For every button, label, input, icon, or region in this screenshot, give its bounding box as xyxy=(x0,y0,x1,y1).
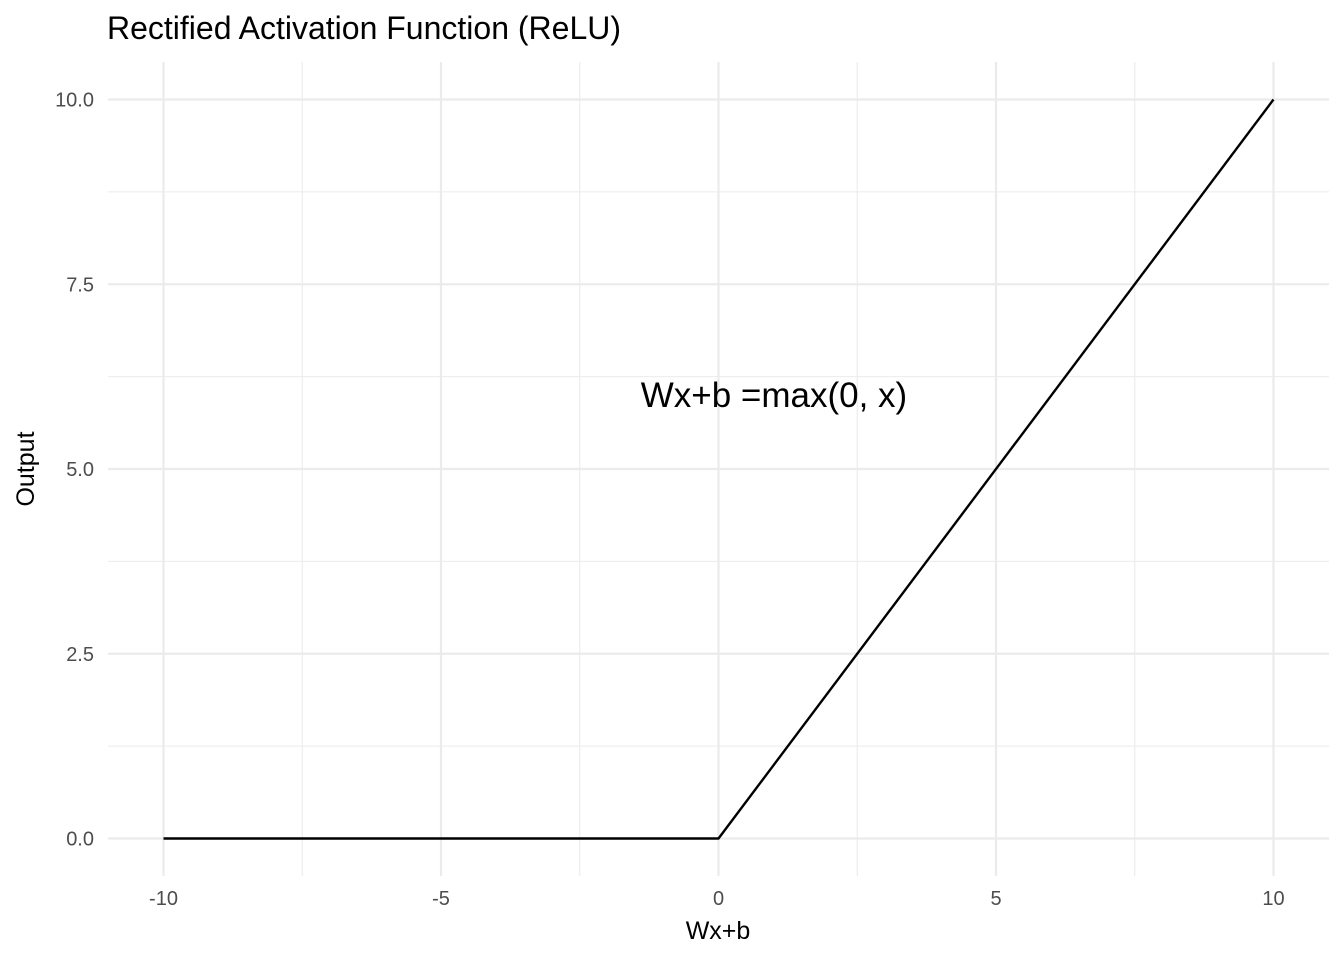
y-tick-labels: 0.0 2.5 5.0 7.5 10.0 xyxy=(55,90,94,851)
major-gridlines xyxy=(108,62,1329,876)
y-tick-label: 0.0 xyxy=(66,829,94,851)
x-tick-label: -5 xyxy=(432,888,450,910)
x-axis-title: Wx+b xyxy=(686,917,751,945)
x-tick-label: -10 xyxy=(149,888,178,910)
x-tick-label: 10 xyxy=(1262,888,1284,910)
x-tick-labels: -10 -5 0 5 10 xyxy=(149,888,1285,910)
y-tick-label: 10.0 xyxy=(55,90,94,112)
x-tick-label: 5 xyxy=(990,888,1001,910)
y-tick-label: 5.0 xyxy=(66,459,94,481)
y-tick-label: 7.5 xyxy=(66,274,94,296)
y-tick-label: 2.5 xyxy=(66,644,94,666)
x-tick-label: 0 xyxy=(713,888,724,910)
relu-series-line xyxy=(163,98,1275,840)
series-layer xyxy=(163,98,1275,840)
chart-title: Rectified Activation Function (ReLU) xyxy=(107,10,621,46)
annotation-label: Wx+b =max(0, x) xyxy=(641,376,907,415)
annotation-layer: Wx+b =max(0, x) xyxy=(641,376,907,415)
y-axis-title: Output xyxy=(12,431,40,506)
